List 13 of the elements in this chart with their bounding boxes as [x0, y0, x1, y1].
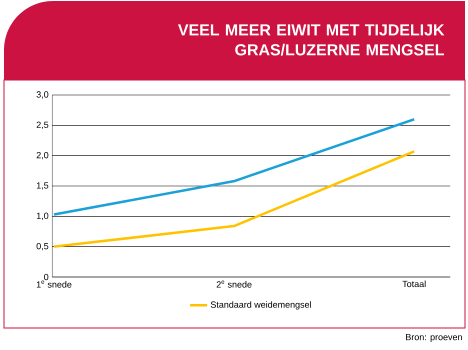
x-tick-label: 1$^{e}$ snede [36, 280, 72, 288]
y-tick-label: 2,0 [36, 152, 48, 160]
y-tick-label: 2,5 [36, 122, 48, 130]
x-tick-label: 2$^{e}$ snede [216, 280, 252, 288]
y-tick-label: 0 [44, 274, 48, 280]
y-tick-label: 1,5 [36, 182, 48, 190]
text: Bron: proeven [406, 334, 462, 342]
y-tick-label: 1,0 [36, 212, 48, 220]
y-tick-label: 3,0 [36, 91, 48, 99]
y-tick-label: 0,5 [36, 242, 48, 250]
legend-label: Standaard weidemengsel [210, 301, 311, 310]
x-tick-label: Totaal [402, 280, 426, 288]
chart-title: VEEL MEER EIWIT MET TIJDELIJK GRAS/LUZERNE MENGSEL [178, 24, 444, 56]
